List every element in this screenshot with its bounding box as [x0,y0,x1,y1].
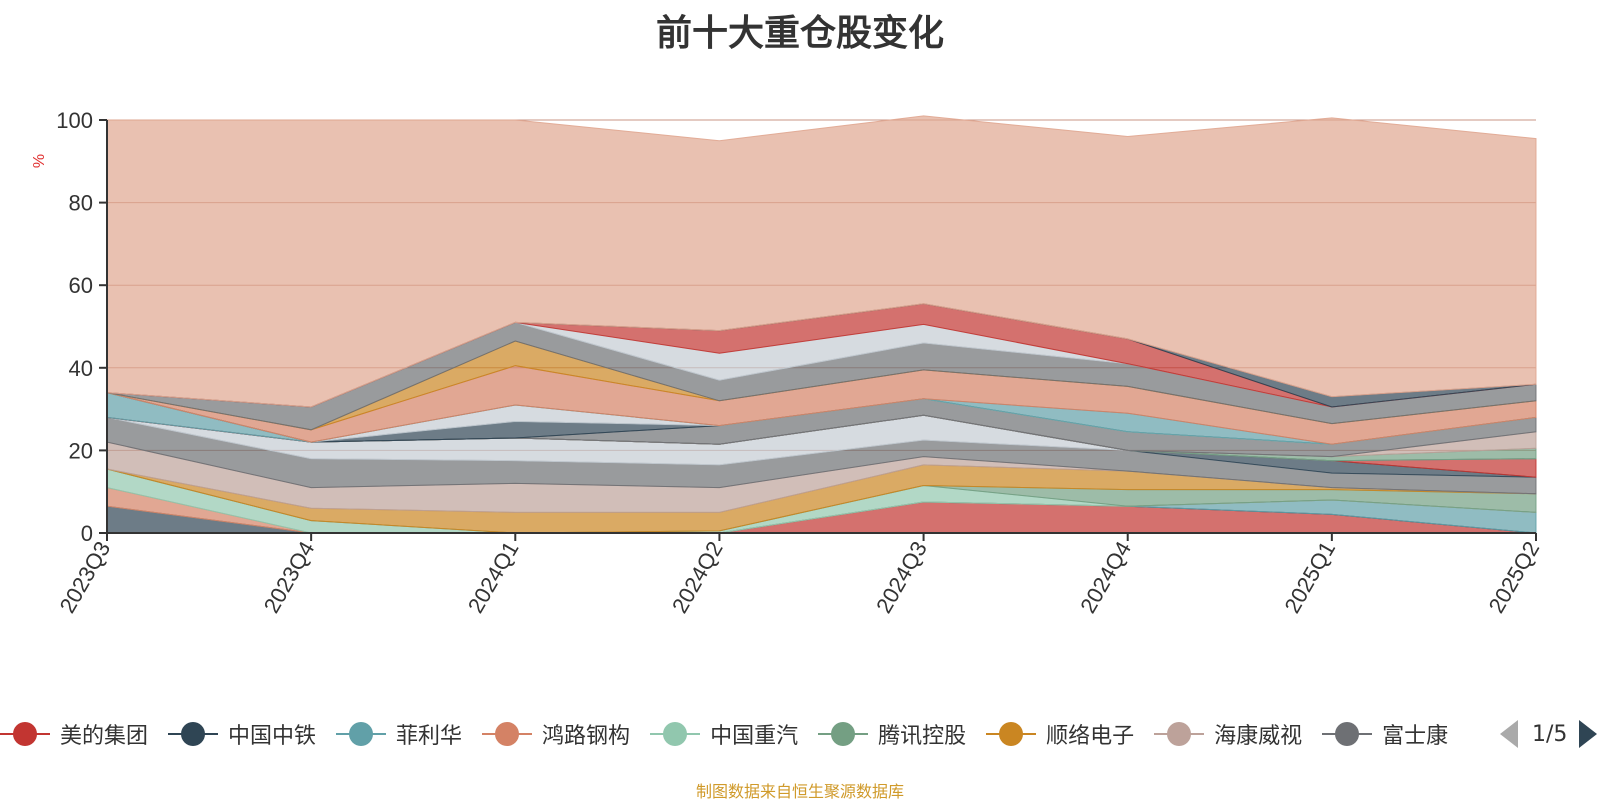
x-tick-label: 2025Q1 [1279,537,1340,617]
legend-label: 腾讯控股 [878,724,967,749]
legend-item[interactable]: 中国重汽 [650,718,798,750]
legend-label: 菲利华 [396,724,463,749]
legend-label: 美的集团 [60,724,149,749]
source-note: 制图数据来自恒生聚源数据库 [695,782,904,801]
chart-title: 前十大重仓股变化 [655,13,944,54]
y-tick-label: 80 [69,191,93,216]
legend-pager: 1/5 [1500,716,1598,752]
y-tick-label: 20 [69,438,93,463]
legend-marker-icon [168,722,219,746]
legend-item[interactable]: 美的集团 [0,718,148,750]
legend-page-indicator: 1/5 [1532,721,1568,747]
legend-marker-icon [818,722,869,746]
legend-label: 海康威视 [1214,724,1303,749]
x-tick-label: 2024Q1 [463,537,524,617]
legend-marker-icon [986,722,1037,746]
legend-item[interactable]: 海康威视 [1154,718,1302,750]
legend-marker-icon [1154,722,1205,746]
legend-marker-icon [1322,722,1373,746]
y-tick-label: 100 [56,108,93,133]
x-tick-label: 2023Q4 [259,537,320,617]
x-tick-label: 2024Q2 [667,537,728,617]
legend-next-icon[interactable] [1579,720,1598,748]
legend-label: 中国中铁 [228,724,317,749]
legend-label: 中国重汽 [710,724,799,749]
x-tick-label: 2024Q4 [1075,537,1136,617]
legend-track: 美的集团 中国中铁 菲利华 鸿路钢构 中国重汽 腾讯控股 顺络电子 海康威视 富士康 [0,710,1480,758]
x-tick-label: 2025Q2 [1484,537,1545,617]
area-series [106,115,1537,534]
legend-item[interactable]: 菲利华 [336,718,462,750]
legend-marker-icon [0,722,50,746]
legend-prev-icon[interactable] [1500,720,1518,748]
legend-item[interactable]: 腾讯控股 [818,718,966,750]
legend-label: 顺络电子 [1046,724,1135,749]
legend-item[interactable]: 鸿路钢构 [482,718,630,750]
stacked-area-chart: 0 20 40 60 80 100 2023Q3 2023Q4 2024Q1 2024Q2 2024… [31,108,1545,617]
x-tick-label: 2024Q3 [871,537,932,617]
legend-marker-icon [336,722,387,746]
y-axis-label: % [31,154,48,168]
area-其他 [106,115,1537,408]
legend-label: 鸿路钢构 [542,724,631,749]
y-tick-label: 60 [69,273,93,298]
y-tick-label: 40 [69,356,93,381]
legend-item[interactable]: 顺络电子 [986,718,1134,750]
legend-marker-icon [650,722,701,746]
legend-item[interactable]: 富士康 [1322,718,1448,750]
y-tick-label: 0 [81,521,93,546]
legend-label: 富士康 [1382,724,1449,749]
legend-marker-icon [482,722,533,746]
x-tick-label: 2023Q3 [55,537,116,617]
legend: 美的集团 中国中铁 菲利华 鸿路钢构 中国重汽 腾讯控股 顺络电子 海康威视 富士康 [0,710,1480,758]
legend-item[interactable]: 中国中铁 [168,718,316,750]
